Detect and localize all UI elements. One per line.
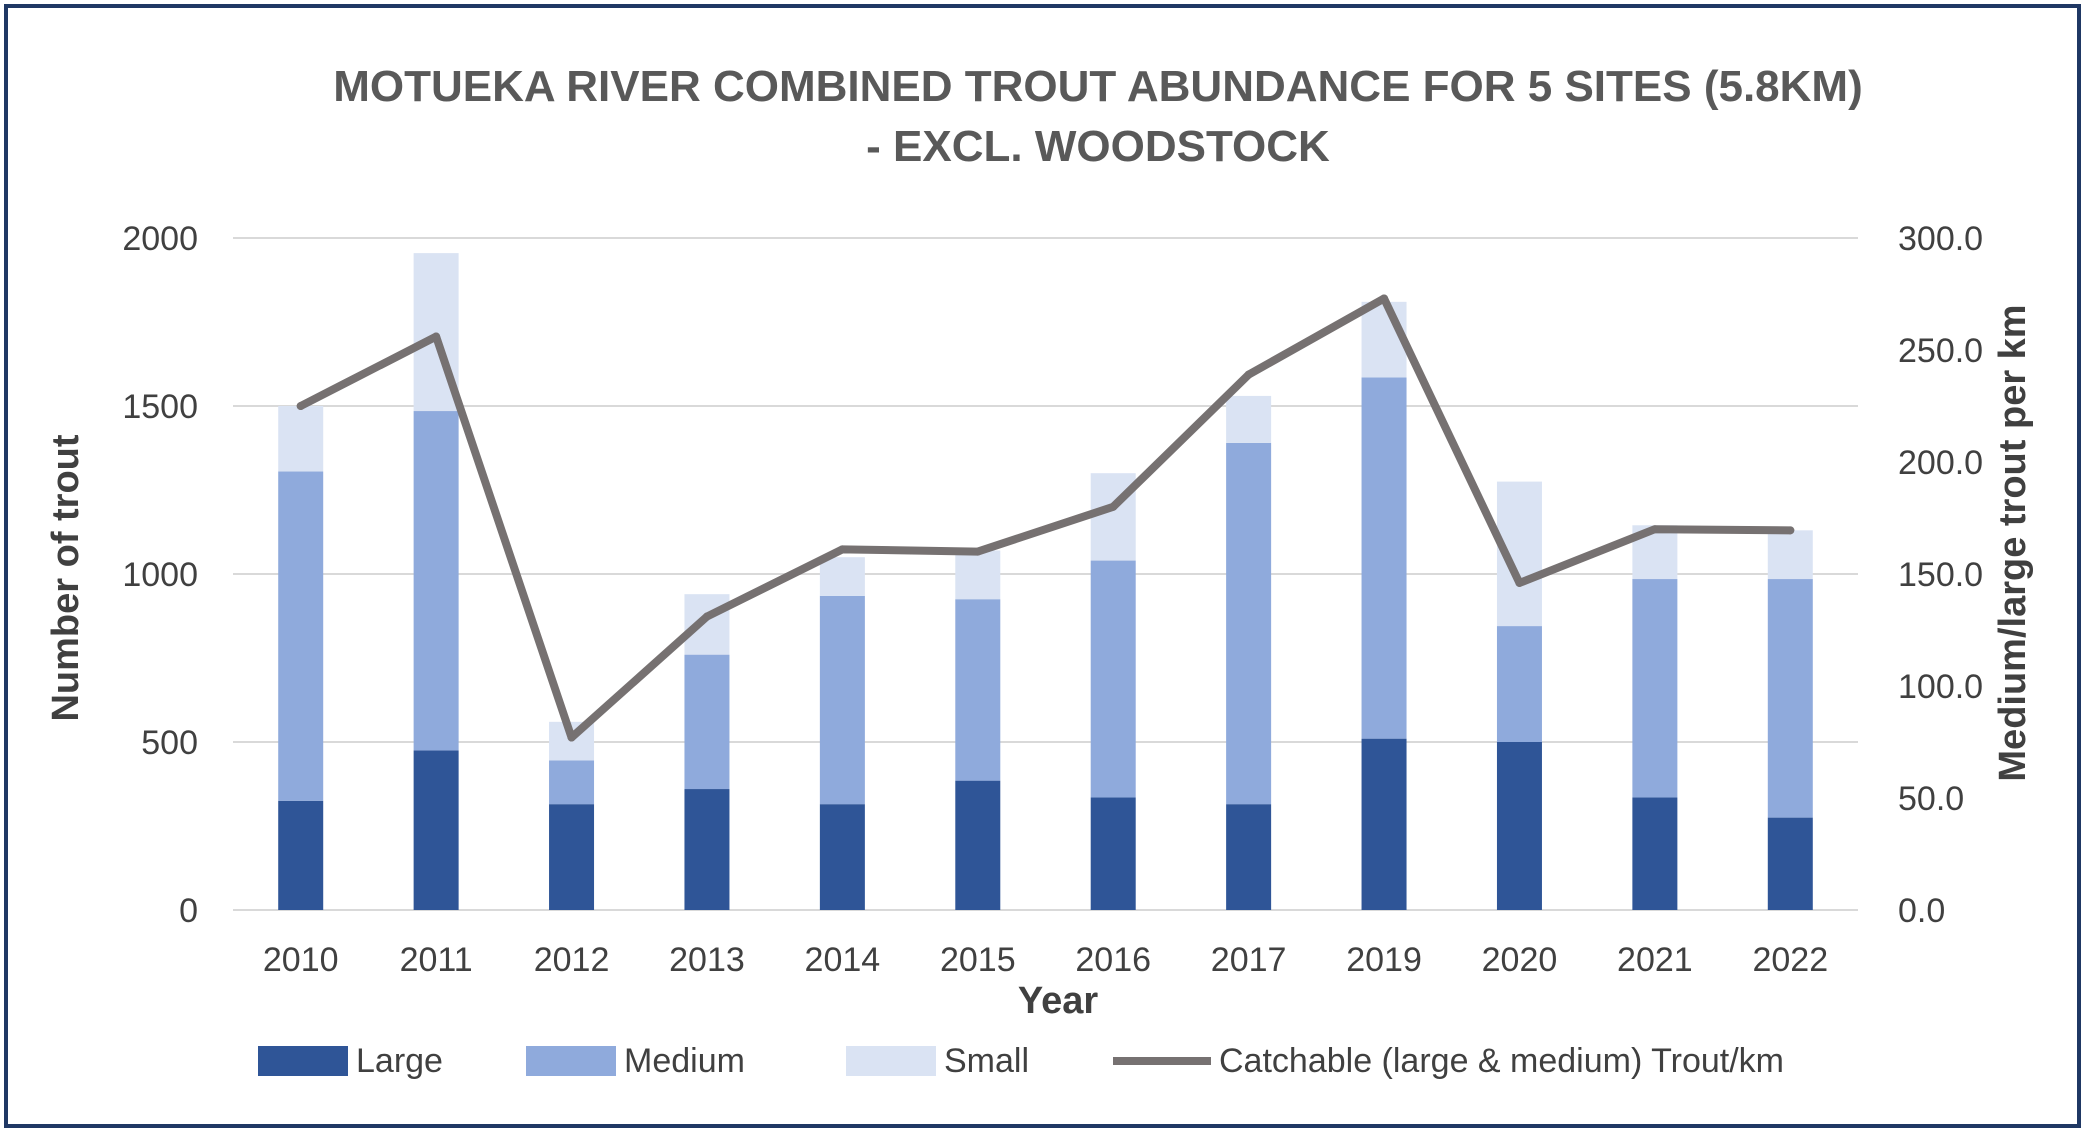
x-tick-label-2020: 2020 [1482,941,1558,979]
bar-medium-2013 [684,654,730,790]
line-point-2019 [1380,294,1389,303]
x-tick-label-2017: 2017 [1211,941,1287,979]
line-point-2016 [1109,502,1118,511]
bar-medium-2019 [1361,377,1407,739]
chart-frame: MOTUEKA RIVER COMBINED TROUT ABUNDANCE F… [4,4,2081,1128]
line-point-2010 [296,402,305,410]
line-point-2021 [1650,525,1659,534]
legend-label-catchable: Catchable (large & medium) Trout/km [1219,1042,1784,1080]
bar-medium-2012 [549,760,595,805]
bar-small-2015 [955,550,1001,600]
bar-medium-2021 [1632,579,1678,798]
line-series-group [296,294,1795,742]
x-axis-ticks: 2010 2011 2012 2013 2014 2015 2016 2017 2019 2020… [263,941,1828,979]
bar-medium-2020 [1496,626,1542,742]
bar-small-2013 [684,594,730,655]
y2-tick-label-250.0: 250.0 [1898,332,1983,370]
x-axis-title: Year [1018,980,1099,1022]
bar-large-2014 [819,804,865,910]
y2-tick-label-150.0: 150.0 [1898,556,1983,594]
line-point-2012 [567,733,576,742]
y-tick-label-1500: 1500 [122,388,198,426]
gridlines [233,237,1858,911]
bar-small-2019 [1361,301,1407,378]
bar-large-2015 [955,780,1001,910]
legend-label-large: Large [356,1042,443,1080]
x-tick-label-2019: 2019 [1346,941,1422,979]
bar-large-2013 [684,789,730,910]
y-tick-label-0: 0 [179,892,198,930]
chart-title-line-1: MOTUEKA RIVER COMBINED TROUT ABUNDANCE F… [333,62,1862,111]
bar-medium-2022 [1767,579,1813,818]
y-axis-title: Number of trout [45,434,87,721]
bar-small-2010 [278,406,324,472]
bars-group [278,253,1813,910]
line-point-2013 [702,612,711,621]
y2-tick-label-50.0: 50.0 [1898,780,1964,818]
legend: Large Medium Small Catchable (large & mediu… [258,1042,1784,1080]
bar-large-2010 [278,800,324,910]
x-tick-label-2011: 2011 [400,941,473,979]
y2-tick-label-300.0: 300.0 [1898,220,1983,258]
chart-title: MOTUEKA RIVER COMBINED TROUT ABUNDANCE F… [333,62,1862,171]
legend-swatch-small [846,1046,936,1076]
bar-large-2011 [413,750,459,910]
line-point-2022 [1786,526,1795,535]
y2-axis-ticks: 0.0 50.0 100.0 150.0 200.0 250.0 300.0 [1898,220,1983,930]
bar-medium-2011 [413,411,459,751]
bar-small-2017 [1226,395,1272,443]
bar-large-2022 [1767,817,1813,910]
y2-tick-label-200.0: 200.0 [1898,444,1983,482]
bar-medium-2016 [1090,560,1136,798]
line-point-2020 [1515,578,1524,587]
x-tick-label-2021: 2021 [1617,941,1693,979]
bar-small-2014 [819,557,865,596]
legend-label-small: Small [944,1042,1029,1080]
y2-tick-label-100.0: 100.0 [1898,668,1983,706]
legend-swatch-large [258,1046,348,1076]
x-tick-label-2010: 2010 [263,941,339,979]
bar-medium-2015 [955,599,1001,781]
bar-small-2022 [1767,530,1813,580]
y-tick-label-2000: 2000 [122,220,198,258]
y-tick-label-500: 500 [141,724,198,762]
line-point-2014 [838,545,847,554]
x-tick-label-2016: 2016 [1075,941,1151,979]
line-point-2015 [973,547,982,556]
bar-medium-2017 [1226,442,1272,805]
x-tick-label-2022: 2022 [1752,941,1828,979]
bar-large-2020 [1496,742,1542,910]
y-axis-ticks: 0 500 1000 1500 2000 [122,220,198,930]
bar-large-2017 [1226,804,1272,910]
chart-svg: MOTUEKA RIVER COMBINED TROUT ABUNDANCE F… [45,62,2034,1080]
line-point-2017 [1244,370,1253,379]
chart-title-line-2: - EXCL. WOODSTOCK [866,122,1330,171]
bar-large-2016 [1090,797,1136,910]
y-tick-label-1000: 1000 [122,556,198,594]
line-catchable-trout-per-km [296,294,1795,742]
bar-medium-2010 [278,471,324,801]
legend-label-medium: Medium [624,1042,745,1080]
y2-tick-label-0.0: 0.0 [1898,892,1945,930]
line-point-2011 [432,332,441,341]
bar-medium-2014 [819,595,865,805]
x-tick-label-2015: 2015 [940,941,1016,979]
bar-large-2019 [1361,738,1407,910]
bar-large-2012 [549,804,595,910]
y2-axis-title: Medium/large trout per km [1992,304,2034,781]
x-tick-label-2012: 2012 [534,941,610,979]
x-tick-label-2013: 2013 [669,941,745,979]
legend-swatch-medium [526,1046,616,1076]
bar-large-2021 [1632,797,1678,910]
x-tick-label-2014: 2014 [805,941,881,979]
